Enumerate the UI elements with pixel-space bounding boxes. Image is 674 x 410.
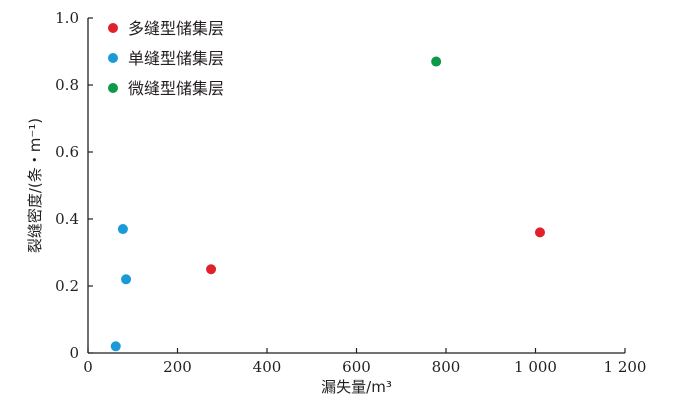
y-tick-label: 0.6 — [55, 143, 79, 161]
data-point — [110, 341, 121, 352]
legend-label: 单缝型储集层 — [128, 49, 224, 68]
y-ticks: 0 0.2 0.4 0.6 0.8 1.0 — [55, 9, 93, 362]
legend-label: 微缝型储集层 — [128, 79, 224, 98]
legend-label: 多缝型储集层 — [128, 19, 224, 38]
y-tick-label: 0.4 — [55, 210, 79, 228]
y-tick-label: 0 — [69, 344, 79, 362]
axes — [87, 18, 625, 354]
legend-marker — [108, 53, 118, 63]
x-tick-label: 0 — [83, 358, 93, 376]
x-tick-label: 800 — [432, 358, 461, 376]
y-tick-label: 0.8 — [55, 76, 79, 94]
legend-marker — [108, 23, 118, 33]
legend-marker — [108, 83, 118, 93]
x-ticks: 0 200 400 600 800 1 000 1 200 — [83, 348, 646, 376]
y-tick-label: 1.0 — [55, 9, 79, 27]
data-point — [117, 224, 128, 235]
x-tick-label: 600 — [342, 358, 371, 376]
x-tick-label: 200 — [163, 358, 192, 376]
data-point — [534, 227, 545, 238]
y-tick-label: 0.2 — [55, 277, 79, 295]
data-point — [121, 274, 132, 285]
data-point — [206, 264, 217, 275]
data-points — [110, 56, 545, 352]
x-tick-label: 1 000 — [514, 358, 557, 376]
x-tick-label: 400 — [253, 358, 282, 376]
x-axis-title: 漏失量/m³ — [321, 378, 392, 396]
data-point — [431, 56, 442, 67]
y-axis-title: 裂缝密度/(条・m⁻¹) — [26, 118, 44, 253]
x-tick-label: 1 200 — [604, 358, 647, 376]
